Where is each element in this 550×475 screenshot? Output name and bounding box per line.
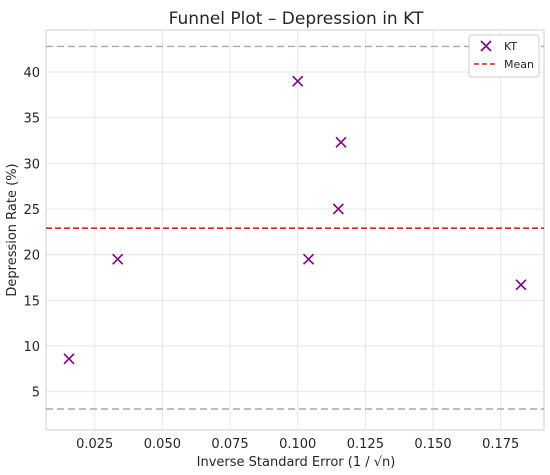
x-tick-label: 0.100 (279, 437, 316, 452)
data-point (332, 203, 344, 215)
y-axis-ticks: 5 10 15 20 25 30 35 40 (23, 66, 40, 401)
x-tick-label: 0.125 (347, 437, 384, 452)
x-tick-label: 0.075 (211, 437, 248, 452)
y-tick-label: 40 (23, 66, 40, 81)
legend-marker-kt-cross (480, 40, 492, 52)
data-point (515, 279, 527, 291)
data-point (302, 253, 315, 265)
plot-area (45, 29, 545, 431)
y-tick-label: 5 (32, 386, 40, 401)
x-tick-label: 0.150 (414, 437, 451, 452)
y-tick-label: 15 (23, 294, 40, 309)
y-tick-label: 35 (23, 112, 40, 127)
legend-label-kt: KT (504, 40, 517, 53)
legend-marker-kt (480, 40, 492, 52)
y-tick-label: 10 (23, 340, 40, 355)
x-axis-ticks: 0.025 0.050 0.075 0.100 0.125 0.150 0.175 (76, 437, 519, 452)
x-tick-label: 0.175 (482, 437, 519, 452)
legend: KT Mean (468, 34, 540, 78)
data-point (335, 136, 347, 148)
data-point (292, 75, 304, 87)
x-tick-label: 0.050 (144, 437, 181, 452)
data-points (63, 75, 527, 365)
y-tick-label: 30 (23, 157, 40, 172)
y-tick-label: 20 (23, 249, 40, 264)
data-point (112, 253, 124, 265)
y-tick-label: 25 (23, 203, 40, 218)
reference-lines (46, 45, 544, 410)
legend-label-mean: Mean (504, 58, 534, 71)
data-point (63, 353, 75, 365)
x-tick-label: 0.025 (76, 437, 113, 452)
x-axis-label: Inverse Standard Error (1 / √n) (197, 455, 396, 470)
grid-lines (46, 30, 544, 430)
y-axis-label: Depression Rate (%) (5, 163, 20, 296)
chart-title: Funnel Plot – Depression in KT (169, 9, 424, 29)
